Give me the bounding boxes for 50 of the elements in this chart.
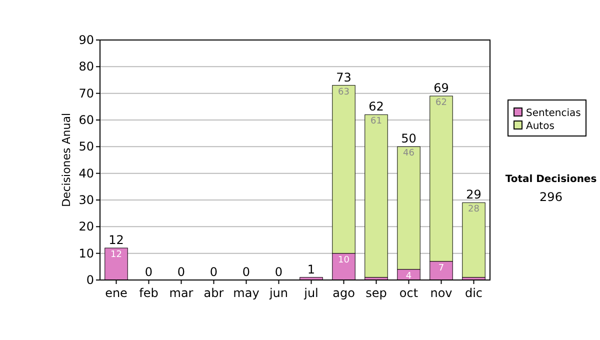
legend-label: Autos	[526, 121, 554, 132]
bar	[364, 114, 388, 278]
x-tick-label: jul	[303, 286, 318, 300]
total-label: 0	[274, 265, 283, 279]
data-label: 4	[406, 271, 412, 282]
y-tick-label: 20	[78, 220, 94, 234]
x-tick-label: oct	[399, 286, 418, 300]
y-tick-label: 10	[78, 246, 94, 260]
x-tick-label: nov	[430, 286, 452, 300]
x-tick-label: ene	[105, 286, 128, 300]
y-tick-label: 40	[78, 166, 94, 180]
data-label: 10	[338, 255, 350, 266]
text: Total Decisiones	[505, 174, 597, 185]
y-tick-label: 80	[78, 60, 94, 74]
x-tick-label: sep	[366, 286, 387, 300]
data-label: 46	[403, 148, 415, 159]
total-label: 0	[210, 265, 218, 279]
total-label: 0	[177, 265, 186, 279]
total-label: 69	[434, 81, 449, 95]
total-label: 0	[144, 265, 153, 279]
bar	[462, 202, 486, 278]
y-tick-label: 90	[78, 33, 94, 47]
x-tick-label: mar	[169, 286, 194, 300]
total-label: 12	[108, 233, 124, 247]
legend-label: Sentencias	[526, 108, 581, 119]
y-tick-label: 60	[78, 113, 94, 127]
x-tick-label: ago	[332, 286, 355, 300]
y-tick-label: 70	[78, 86, 94, 100]
y-axis-title: Decisiones Anual	[60, 112, 73, 208]
total-label: 62	[368, 100, 384, 114]
text: 296	[540, 190, 562, 204]
data-label: 62	[436, 98, 447, 108]
data-label: 7	[438, 263, 444, 274]
total-label: 1	[307, 262, 316, 276]
data-label: 12	[110, 250, 122, 260]
total-label: 50	[401, 132, 416, 146]
x-tick-label: may	[233, 286, 260, 300]
x-tick-label: feb	[139, 286, 158, 300]
data-label: 28	[468, 204, 480, 215]
y-tick-label: 0	[86, 273, 94, 287]
y-tick-label: 30	[78, 193, 94, 207]
y-tick-label: 50	[78, 140, 94, 154]
total-label: 29	[466, 188, 482, 202]
data-label: 61	[370, 116, 382, 127]
total-label: 0	[242, 265, 250, 279]
x-tick-label: dic	[464, 286, 483, 300]
x-tick-label: jun	[268, 286, 288, 300]
total-label: 73	[336, 70, 352, 84]
data-label: 63	[338, 87, 350, 98]
x-tick-label: abr	[204, 286, 224, 300]
